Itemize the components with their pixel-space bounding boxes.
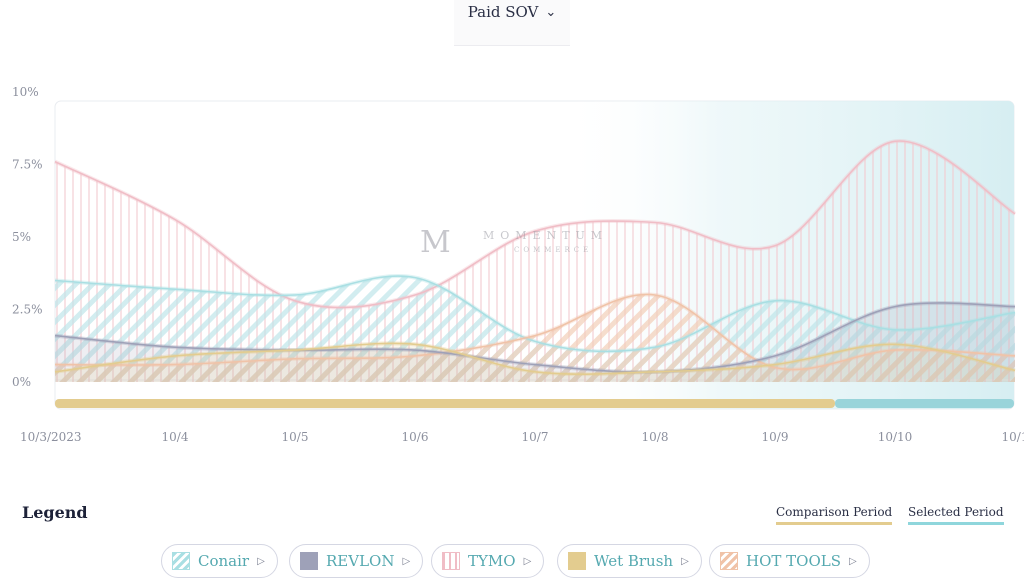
- legend-title: Legend: [22, 503, 88, 522]
- play-icon: ▷: [523, 555, 532, 567]
- play-icon: ▷: [257, 555, 265, 567]
- y-tick-label: 7.5%: [12, 158, 43, 172]
- x-tick-label: 10/7: [522, 430, 549, 444]
- metric-selector-label: Paid SOV: [467, 3, 539, 21]
- legend-chip-revlon[interactable]: REVLON ▷: [289, 544, 424, 578]
- play-icon: ▷: [681, 555, 689, 567]
- legend-chips: Conair ▷ REVLON ▷ TYMO ▷ Wet Brush ▷ HOT…: [0, 544, 1024, 584]
- watermark-brand: MOMENTUM: [483, 229, 608, 242]
- watermark-sub: COMMERCE: [514, 246, 592, 254]
- chip-label: REVLON: [326, 552, 395, 570]
- chip-label: Conair: [198, 552, 250, 570]
- vertical-hatch-swatch-icon: [442, 552, 460, 570]
- chevron-down-icon: ⌄: [545, 5, 557, 20]
- line-conair: [54, 275, 1016, 353]
- x-tick-label: 10/8: [642, 430, 669, 444]
- x-tick-label: 10/4: [162, 430, 189, 444]
- area-hot-tools: [55, 294, 1015, 382]
- x-tick-label: 10/10: [878, 430, 913, 444]
- legend-chip-tymo[interactable]: TYMO ▷: [431, 544, 545, 578]
- diagonal-hatch-swatch-icon: [172, 552, 190, 570]
- x-tick-label: 10/1: [1002, 430, 1024, 444]
- line-tymo: [54, 140, 1016, 309]
- selected-period-bar: [835, 399, 1014, 408]
- chart: 10% 7.5% 5% 2.5% 0% M MOMENTUM COMMERCE 10/3…: [12, 85, 1024, 444]
- x-tick-label: 10/6: [402, 430, 429, 444]
- legend-chip-hot-tools[interactable]: HOT TOOLS ▷: [709, 544, 870, 578]
- y-tick-label: 5%: [12, 230, 31, 244]
- legend-chip-conair[interactable]: Conair ▷: [161, 544, 278, 578]
- x-tick-label: 10/5: [282, 430, 309, 444]
- comparison-period-key: Comparison Period: [776, 505, 893, 525]
- solid-swatch-icon: [300, 552, 318, 570]
- legend-chip-wet-brush[interactable]: Wet Brush ▷: [557, 544, 702, 578]
- x-tick-label: 10/3/2023: [20, 430, 82, 444]
- y-tick-label: 10%: [12, 85, 39, 99]
- metric-selector[interactable]: Paid SOV ⌄: [454, 0, 570, 46]
- area-revlon: [55, 302, 1015, 382]
- line-wet-brush: [54, 342, 1016, 375]
- solid-swatch-icon: [568, 552, 586, 570]
- selected-period-key: Selected Period: [908, 505, 1004, 525]
- chip-label: Wet Brush: [594, 552, 674, 570]
- chip-label: TYMO: [468, 552, 516, 570]
- line-revlon: [54, 302, 1016, 373]
- line-hot-tools: [54, 293, 1016, 371]
- play-icon: ▷: [402, 555, 411, 567]
- x-tick-label: 10/9: [762, 430, 789, 444]
- watermark-mark: M: [420, 225, 451, 260]
- play-icon: ▷: [849, 555, 857, 567]
- chip-label: HOT TOOLS: [746, 552, 841, 570]
- watermark: M MOMENTUM COMMERCE: [420, 225, 608, 260]
- diagonal-hatch-swatch-icon: [720, 552, 738, 570]
- area-wet-brush: [55, 343, 1015, 382]
- comparison-period-bar: [55, 399, 835, 408]
- y-tick-label: 2.5%: [12, 303, 43, 317]
- y-tick-label: 0%: [12, 375, 31, 389]
